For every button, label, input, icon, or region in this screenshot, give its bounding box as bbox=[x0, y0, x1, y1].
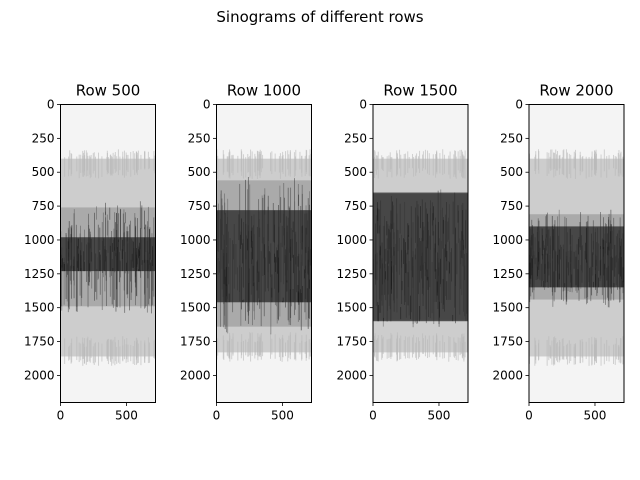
y-tick-label: 1500 bbox=[180, 301, 211, 315]
plot-frame bbox=[60, 104, 156, 403]
y-tick-label: 1750 bbox=[180, 335, 211, 349]
y-tick-label: 250 bbox=[500, 131, 523, 145]
y-tick-label: 1500 bbox=[24, 301, 55, 315]
y-tick-label: 500 bbox=[500, 165, 523, 179]
y-tick-label: 1750 bbox=[492, 335, 523, 349]
y-tick-label: 2000 bbox=[336, 368, 367, 382]
panel-title: Row 1500 bbox=[383, 82, 457, 100]
x-tick-label: 500 bbox=[271, 409, 294, 423]
y-tick-label: 250 bbox=[344, 131, 367, 145]
y-tick-label: 750 bbox=[344, 199, 367, 213]
sinogram-core-band bbox=[60, 237, 156, 272]
y-tick-label: 500 bbox=[32, 165, 55, 179]
x-tick-label: 500 bbox=[428, 409, 451, 423]
x-tick-label: 0 bbox=[57, 409, 65, 423]
y-tick-label: 0 bbox=[515, 98, 523, 112]
y-tick-label: 1250 bbox=[336, 267, 367, 281]
y-tick-label: 500 bbox=[188, 165, 211, 179]
plot-frame bbox=[372, 104, 469, 403]
x-tick-label: 500 bbox=[584, 409, 607, 423]
panel-2: Row 1000 0 250 500 750 1000 1250 1500 1750 2000 0 5… bbox=[180, 82, 312, 423]
y-tick-label: 1250 bbox=[24, 267, 55, 281]
panel-title: Row 1000 bbox=[227, 82, 301, 100]
y-tick-label: 1750 bbox=[336, 335, 367, 349]
y-tick-label: 1500 bbox=[492, 301, 523, 315]
panel-4: Row 2000 0 250 500 750 1000 1250 1500 1750 2000 0 5… bbox=[492, 82, 625, 423]
y-tick-label: 1000 bbox=[24, 233, 55, 247]
panel-3: Row 1500 0 250 500 750 1000 1250 1500 1750 2000 0 5… bbox=[336, 82, 469, 423]
sinogram-core-band bbox=[216, 210, 312, 303]
y-tick-label: 1000 bbox=[180, 233, 211, 247]
figure-suptitle: Sinograms of different rows bbox=[216, 8, 423, 26]
y-tick-label: 1250 bbox=[180, 267, 211, 281]
y-tick-label: 750 bbox=[32, 199, 55, 213]
y-tick-label: 1000 bbox=[336, 233, 367, 247]
y-tick-label: 250 bbox=[188, 131, 211, 145]
panel-title: Row 500 bbox=[76, 82, 141, 100]
y-tick-label: 750 bbox=[500, 199, 523, 213]
panel-title: Row 2000 bbox=[539, 82, 613, 100]
y-tick-label: 750 bbox=[188, 199, 211, 213]
y-tick-label: 0 bbox=[203, 98, 211, 112]
plot-frame bbox=[528, 104, 625, 403]
y-tick-label: 0 bbox=[47, 98, 55, 112]
y-tick-label: 0 bbox=[359, 98, 367, 112]
y-tick-label: 1500 bbox=[336, 301, 367, 315]
x-tick-label: 0 bbox=[525, 409, 533, 423]
y-tick-label: 2000 bbox=[180, 368, 211, 382]
panel-1: Row 500 0 250 500 750 1000 1250 1500 1750 2000 0 50… bbox=[24, 82, 156, 423]
x-tick-label: 500 bbox=[115, 409, 138, 423]
y-tick-label: 1750 bbox=[24, 335, 55, 349]
y-tick-label: 500 bbox=[344, 165, 367, 179]
y-tick-label: 250 bbox=[32, 131, 55, 145]
x-tick-label: 0 bbox=[369, 409, 377, 423]
y-tick-label: 1000 bbox=[492, 233, 523, 247]
y-tick-label: 2000 bbox=[24, 368, 55, 382]
y-tick-label: 1250 bbox=[492, 267, 523, 281]
plot-frame bbox=[216, 104, 312, 403]
x-tick-label: 0 bbox=[213, 409, 221, 423]
y-tick-label: 2000 bbox=[492, 368, 523, 382]
